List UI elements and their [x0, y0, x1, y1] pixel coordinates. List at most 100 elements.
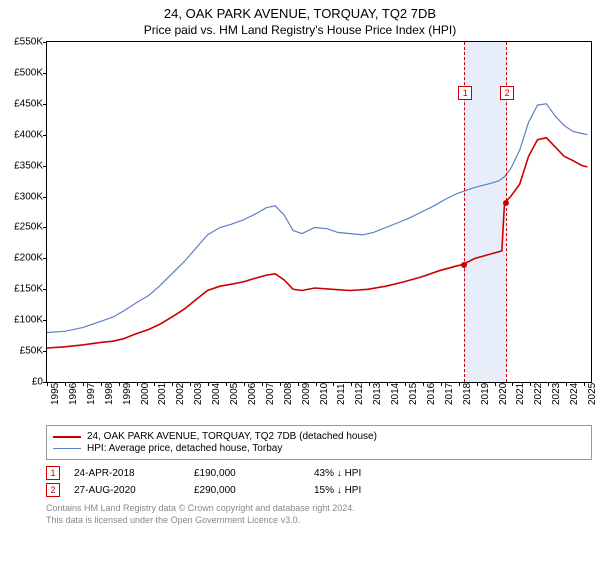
y-tick-mark	[43, 135, 47, 136]
sale-row: 2 27-AUG-2020£290,00015% ↓ HPI	[46, 483, 592, 497]
x-tick-mark	[190, 382, 191, 386]
y-tick-label: £250K	[1, 222, 43, 233]
x-tick-mark	[441, 382, 442, 386]
chart-plot-area: £0£50K£100K£150K£200K£250K£300K£350K£400…	[46, 41, 592, 383]
x-tick-label: 2024	[569, 383, 580, 405]
y-tick-label: £100K	[1, 315, 43, 326]
x-tick-label: 1999	[122, 383, 133, 405]
x-tick-label: 2009	[301, 383, 312, 405]
legend-box: 24, OAK PARK AVENUE, TORQUAY, TQ2 7DB (d…	[46, 425, 592, 460]
x-tick-mark	[244, 382, 245, 386]
y-tick-mark	[43, 289, 47, 290]
x-tick-mark	[137, 382, 138, 386]
y-tick-label: £450K	[1, 98, 43, 109]
sale-date: 27-AUG-2020	[74, 485, 194, 496]
x-tick-label: 2010	[319, 383, 330, 405]
x-tick-label: 2001	[157, 383, 168, 405]
sales-table: 124-APR-2018£190,00043% ↓ HPI227-AUG-202…	[46, 466, 592, 497]
x-tick-mark	[47, 382, 48, 386]
x-tick-label: 2013	[372, 383, 383, 405]
x-tick-label: 2020	[498, 383, 509, 405]
x-tick-label: 2014	[390, 383, 401, 405]
x-tick-mark	[226, 382, 227, 386]
sale-row: 124-APR-2018£190,00043% ↓ HPI	[46, 466, 592, 480]
legend-label: 24, OAK PARK AVENUE, TORQUAY, TQ2 7DB (d…	[87, 431, 377, 442]
x-tick-label: 2005	[229, 383, 240, 405]
sale-marker: 1	[458, 86, 472, 100]
sale-row-marker: 2	[46, 483, 60, 497]
x-tick-label: 1996	[68, 383, 79, 405]
x-tick-label: 1998	[104, 383, 115, 405]
sale-delta: 43% ↓ HPI	[314, 468, 434, 479]
y-tick-mark	[43, 166, 47, 167]
chart-title: 24, OAK PARK AVENUE, TORQUAY, TQ2 7DB	[0, 6, 600, 21]
y-tick-label: £0	[1, 377, 43, 388]
x-tick-mark	[333, 382, 334, 386]
x-tick-mark	[369, 382, 370, 386]
legend-item: HPI: Average price, detached house, Torb…	[53, 443, 585, 454]
x-tick-mark	[154, 382, 155, 386]
x-tick-mark	[65, 382, 66, 386]
sale-dot	[503, 200, 509, 206]
sale-row-marker: 1	[46, 466, 60, 480]
footer-attribution: Contains HM Land Registry data © Crown c…	[46, 503, 592, 526]
x-tick-label: 2000	[140, 383, 151, 405]
x-tick-mark	[119, 382, 120, 386]
x-tick-label: 1997	[86, 383, 97, 405]
y-tick-label: £500K	[1, 67, 43, 78]
y-tick-mark	[43, 73, 47, 74]
y-tick-label: £50K	[1, 346, 43, 357]
x-tick-label: 2011	[336, 383, 347, 405]
x-tick-mark	[530, 382, 531, 386]
x-tick-mark	[405, 382, 406, 386]
x-tick-label: 2022	[533, 383, 544, 405]
x-tick-label: 2018	[462, 383, 473, 405]
sale-marker: 2	[500, 86, 514, 100]
x-tick-mark	[262, 382, 263, 386]
x-tick-mark	[101, 382, 102, 386]
y-tick-mark	[43, 104, 47, 105]
y-tick-mark	[43, 227, 47, 228]
x-tick-label: 2006	[247, 383, 258, 405]
x-tick-mark	[584, 382, 585, 386]
x-tick-mark	[208, 382, 209, 386]
y-tick-mark	[43, 197, 47, 198]
sale-price: £290,000	[194, 485, 314, 496]
x-tick-label: 2004	[211, 383, 222, 405]
y-tick-mark	[43, 42, 47, 43]
footer-line-1: Contains HM Land Registry data © Crown c…	[46, 503, 592, 515]
y-tick-label: £150K	[1, 284, 43, 295]
legend-item: 24, OAK PARK AVENUE, TORQUAY, TQ2 7DB (d…	[53, 431, 585, 442]
x-tick-mark	[459, 382, 460, 386]
x-tick-label: 2016	[426, 383, 437, 405]
x-tick-mark	[387, 382, 388, 386]
y-tick-label: £400K	[1, 129, 43, 140]
x-tick-mark	[172, 382, 173, 386]
x-tick-mark	[351, 382, 352, 386]
x-tick-label: 2002	[175, 383, 186, 405]
x-tick-label: 2019	[480, 383, 491, 405]
sale-date: 24-APR-2018	[74, 468, 194, 479]
y-tick-label: £200K	[1, 253, 43, 264]
x-tick-mark	[423, 382, 424, 386]
x-tick-label: 2008	[283, 383, 294, 405]
chart-subtitle: Price paid vs. HM Land Registry's House …	[0, 23, 600, 37]
x-tick-mark	[548, 382, 549, 386]
x-tick-mark	[298, 382, 299, 386]
x-tick-mark	[316, 382, 317, 386]
sale-delta: 15% ↓ HPI	[314, 485, 434, 496]
x-tick-label: 2025	[587, 383, 598, 405]
y-tick-mark	[43, 258, 47, 259]
x-tick-mark	[495, 382, 496, 386]
y-tick-label: £300K	[1, 191, 43, 202]
x-tick-label: 2003	[193, 383, 204, 405]
x-tick-label: 2017	[444, 383, 455, 405]
y-tick-label: £350K	[1, 160, 43, 171]
x-tick-mark	[512, 382, 513, 386]
sale-dot	[461, 262, 467, 268]
legend-swatch	[53, 436, 81, 438]
legend-label: HPI: Average price, detached house, Torb…	[87, 443, 282, 454]
y-tick-mark	[43, 351, 47, 352]
x-tick-label: 2007	[265, 383, 276, 405]
x-tick-label: 2015	[408, 383, 419, 405]
